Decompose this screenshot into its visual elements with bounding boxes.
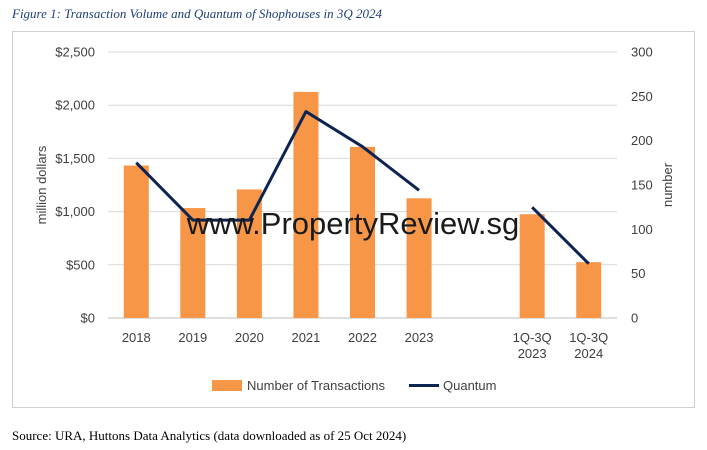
right-tick-label: 100 — [631, 222, 653, 237]
x-axis-ticks: 2018 2019 2020 2021 2022 2023 1Q-3Q20231Q-3Q20… — [122, 330, 608, 361]
right-axis-title: number — [660, 162, 675, 207]
right-tick-label: 300 — [631, 45, 653, 60]
left-tick-label: $500 — [66, 257, 95, 272]
x-tick-label: 2024 — [574, 346, 603, 361]
right-tick-label: 200 — [631, 133, 653, 148]
x-tick-label: 2023 — [405, 330, 434, 345]
source-note: Source: URA, Huttons Data Analytics (dat… — [12, 428, 407, 443]
line-series — [135, 110, 590, 265]
quantum-line-segment — [531, 206, 590, 265]
legend-line-label: Quantum — [443, 378, 496, 393]
bar — [236, 189, 262, 318]
x-tick-label: 1Q-3Q — [569, 330, 608, 345]
bar — [519, 214, 545, 318]
left-tick-label: $2,500 — [55, 45, 95, 60]
x-tick-label: 1Q-3Q — [513, 330, 552, 345]
bar — [180, 208, 206, 318]
legend: Number of Transactions Quantum — [212, 378, 496, 393]
right-tick-label: 250 — [631, 89, 653, 104]
left-tick-label: $2,000 — [55, 98, 95, 113]
right-axis-ticks: 0 50 100 150 200 250 300 — [631, 45, 653, 326]
bar — [576, 262, 602, 318]
left-tick-label: $1,000 — [55, 204, 95, 219]
right-tick-label: 150 — [631, 178, 653, 193]
left-axis-ticks: $0 $500 $1,000 $1,500 $2,000 $2,500 — [55, 45, 95, 326]
x-tick-label: 2020 — [235, 330, 264, 345]
right-tick-label: 50 — [631, 266, 645, 281]
figure-title: Figure 1: Transaction Volume and Quantum… — [12, 6, 383, 21]
bar-series — [123, 91, 602, 319]
bar — [406, 198, 432, 318]
legend-bar-label: Number of Transactions — [247, 378, 386, 393]
chart-frame — [12, 31, 695, 408]
bar — [123, 165, 149, 318]
left-axis-title: million dollars — [34, 145, 49, 224]
left-tick-label: $0 — [81, 311, 95, 326]
left-tick-label: $1,500 — [55, 151, 95, 166]
right-tick-label: 0 — [631, 311, 638, 326]
x-tick-label: 2021 — [291, 330, 320, 345]
quantum-line-segment — [135, 110, 420, 222]
watermark: www.PropertyReview.sg — [186, 206, 520, 241]
x-tick-label: 2023 — [518, 346, 547, 361]
legend-bar-swatch — [212, 380, 242, 391]
x-tick-label: 2019 — [178, 330, 207, 345]
bar — [350, 146, 375, 318]
x-tick-label: 2018 — [122, 330, 151, 345]
x-tick-label: 2022 — [348, 330, 377, 345]
